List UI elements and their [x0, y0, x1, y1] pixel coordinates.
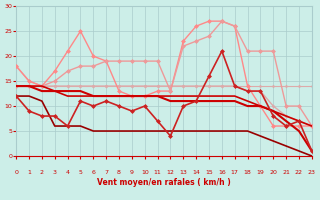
- X-axis label: Vent moyen/en rafales ( km/h ): Vent moyen/en rafales ( km/h ): [97, 178, 231, 187]
